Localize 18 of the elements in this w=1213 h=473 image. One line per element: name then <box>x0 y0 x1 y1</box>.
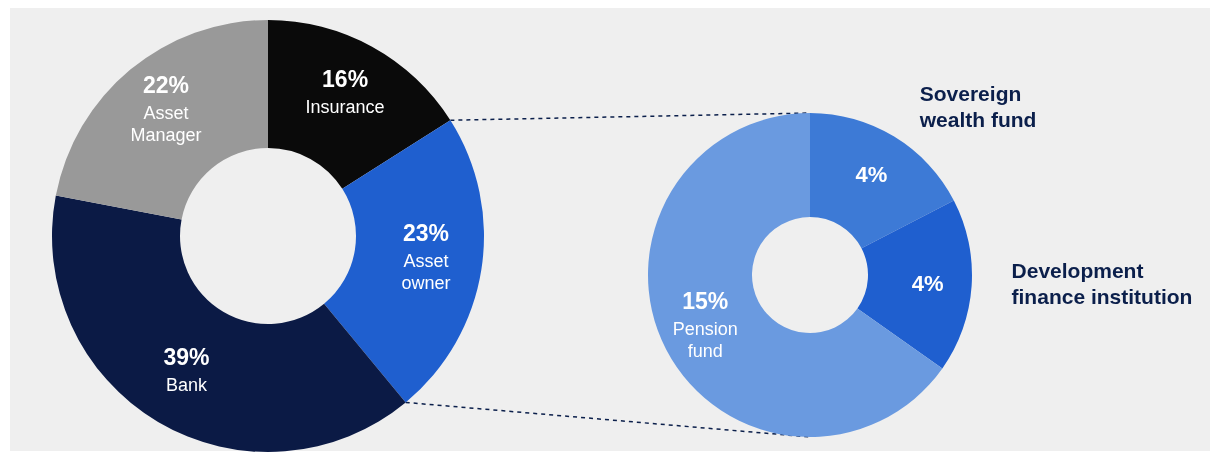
data-label: 22% <box>142 71 190 98</box>
slice-label: Asset Manager <box>130 102 202 145</box>
donut-slice <box>324 120 484 403</box>
donut-slice <box>268 20 451 189</box>
donut-slice <box>55 20 268 220</box>
slice-label: Asset owner <box>401 251 451 294</box>
data-label: 23% <box>403 220 450 247</box>
slice-label: Insurance <box>305 96 385 117</box>
slice-label: Sovereign wealth fund <box>918 81 1037 131</box>
slice-label: Bank <box>166 374 209 395</box>
slice-label: Pension fund <box>672 319 738 362</box>
data-label: 39% <box>163 343 210 370</box>
data-label: 4% <box>855 162 888 188</box>
data-label: 16% <box>322 65 369 92</box>
slice-label: Development finance institution <box>1011 259 1193 309</box>
donut-slice <box>857 200 972 369</box>
data-label: 15% <box>682 288 729 315</box>
data-label: 4% <box>911 271 944 297</box>
